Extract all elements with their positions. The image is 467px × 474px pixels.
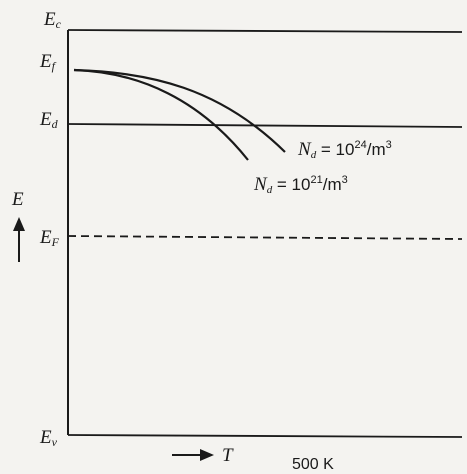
label-eF: EF [40,227,59,249]
energy-arrow-head-icon [13,217,25,231]
temperature-mark: 500 K [292,456,334,473]
label-ec: Ec [44,9,61,31]
label-ev: Ev [40,427,57,449]
label-ed: Ed [40,109,58,131]
conduction-band-edge-line [67,29,463,33]
valence-band-edge-line [67,434,463,438]
curve-label-nd-1e21: Nd = 1021/m3 [254,174,348,196]
fermi-curve-nd-1e21 [73,68,249,161]
fermi-curve-nd-1e24 [73,68,286,153]
intrinsic-fermi-level-line [67,235,463,240]
curve-label-nd-1e24: Nd = 1024/m3 [298,139,392,161]
donor-level-line [67,123,463,128]
temperature-arrow-head-icon [200,449,214,461]
label-ef: Ef [40,51,55,73]
energy-axis-label: E [12,189,24,210]
temperature-axis-label: T [222,445,233,466]
